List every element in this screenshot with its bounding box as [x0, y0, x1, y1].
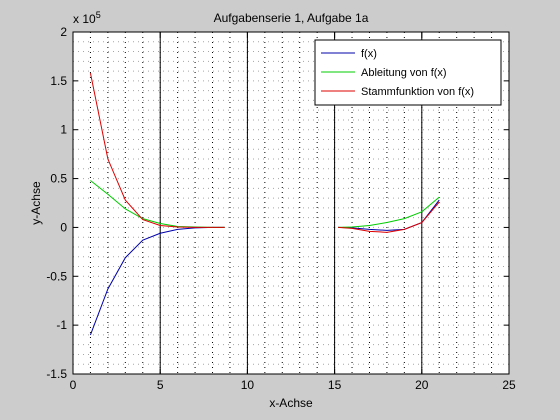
x-tick-label: 20: [415, 378, 429, 392]
series-layer: [89, 72, 440, 336]
chart-title: Aufgabenserie 1, Aufgabe 1a: [214, 11, 369, 25]
legend-label: Stammfunktion von f(x): [361, 86, 474, 98]
x-tick-label: 0: [70, 378, 77, 392]
y-axis-title: y-Achse: [29, 181, 43, 225]
plot-frame: [72, 31, 510, 375]
series-line: [338, 201, 440, 233]
y-exponent-base: x 10: [73, 12, 96, 26]
series-line: [338, 196, 440, 228]
y-exponent-label: x 105: [73, 10, 101, 26]
y-tick-label: 2: [60, 25, 67, 39]
y-tick-label: -1: [56, 318, 67, 332]
y-tick-label: 0.5: [50, 172, 67, 186]
legend-label: f(x): [361, 48, 377, 60]
y-exponent-power: 5: [96, 10, 101, 20]
y-tick-label: 0: [60, 220, 67, 234]
x-tick-label: 25: [502, 378, 516, 392]
legend-label: Ableitung von f(x): [361, 67, 447, 79]
x-tick-label: 15: [328, 378, 342, 392]
y-tick-label: -1.5: [46, 367, 67, 381]
ticks: 0 5 10 15 20 25 -1.5 -1 -0.5 0 0.5 1 1.5 2: [46, 25, 516, 392]
y-tick-label: -0.5: [46, 269, 67, 283]
legend: f(x) Ableitung von f(x) Stammfunktion von …: [314, 39, 502, 106]
series-line: [89, 72, 225, 228]
y-tick-label: 1: [60, 123, 67, 137]
y-tick-label: 1.5: [50, 74, 67, 88]
x-tick-label: 10: [241, 378, 255, 392]
x-tick-label: 5: [157, 378, 164, 392]
x-axis-title: x-Achse: [269, 396, 313, 410]
